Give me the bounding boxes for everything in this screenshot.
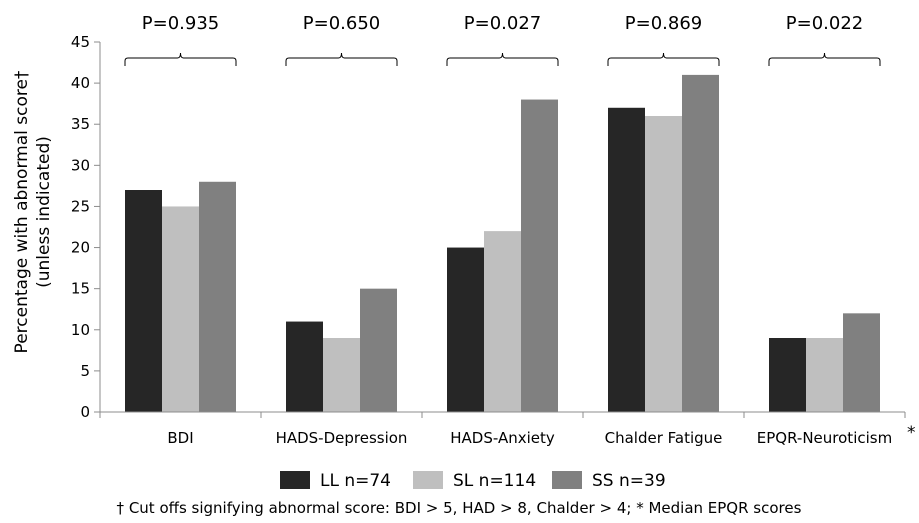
bar xyxy=(769,338,806,412)
y-tick-label: 25 xyxy=(71,197,90,215)
bar xyxy=(360,288,397,412)
p-value-bracket xyxy=(607,52,720,66)
y-tick-label: 15 xyxy=(71,280,90,298)
bar xyxy=(484,231,521,412)
legend-swatch xyxy=(413,471,443,489)
p-value-label: P=0.022 xyxy=(786,13,863,34)
bar xyxy=(286,321,323,412)
bar xyxy=(608,107,645,413)
y-tick-label: 35 xyxy=(71,115,90,133)
bar xyxy=(447,247,484,412)
legend-swatch xyxy=(552,471,582,489)
p-value-label: P=0.650 xyxy=(303,13,380,34)
y-tick-label: 0 xyxy=(80,403,90,421)
x-category-label: Chalder Fatigue xyxy=(605,429,723,447)
bar xyxy=(645,116,682,412)
y-axis-ticks: 0 5 10 15 20 25 30 35 40 45 xyxy=(71,33,906,421)
bar xyxy=(521,99,558,413)
p-value-label: P=0.869 xyxy=(625,13,702,34)
p-value-bracket xyxy=(446,52,559,66)
legend-label: SS n=39 xyxy=(592,471,666,491)
bar xyxy=(843,313,880,412)
x-category-label: HADS-Anxiety xyxy=(450,429,555,447)
x-category-label: HADS-Depression xyxy=(276,429,408,447)
bar xyxy=(162,206,199,412)
bar xyxy=(806,338,843,412)
p-value-brackets: P=0.935 P=0.650 P=0.027 P=0.869 P=0.022 xyxy=(124,13,881,66)
x-category-label: BDI xyxy=(167,429,193,447)
footnote: † Cut offs signifying abnormal score: BD… xyxy=(117,499,802,517)
y-tick-label: 30 xyxy=(71,156,90,174)
bars xyxy=(125,74,880,413)
legend-label: LL n=74 xyxy=(320,471,391,491)
y-tick-label: 10 xyxy=(71,321,90,339)
p-value-bracket xyxy=(285,52,398,66)
legend: LL n=74 SL n=114 SS n=39 xyxy=(280,471,666,491)
category-labels: BDI HADS-Depression HADS-Anxiety Chalder Fa… xyxy=(167,429,892,447)
y-tick-label: 45 xyxy=(71,33,90,51)
x-category-label: EPQR-Neuroticism xyxy=(757,429,892,447)
asterisk-note: * xyxy=(907,423,916,443)
p-value-label: P=0.027 xyxy=(464,13,541,34)
p-value-bracket xyxy=(768,52,881,66)
y-axis-label: Percentage with abnormal score† (unless … xyxy=(12,70,54,353)
y-axis-label-line2: (unless indicated) xyxy=(34,136,54,288)
y-tick-label: 20 xyxy=(71,239,90,257)
y-tick-label: 5 xyxy=(80,362,90,380)
y-tick-label: 40 xyxy=(71,74,90,92)
legend-swatch xyxy=(280,471,310,489)
legend-label: SL n=114 xyxy=(453,471,536,491)
bar xyxy=(682,74,719,412)
bar xyxy=(199,181,236,412)
bar xyxy=(125,190,162,412)
y-axis-label-line1: Percentage with abnormal score† xyxy=(12,70,32,353)
p-value-label: P=0.935 xyxy=(142,13,219,34)
bar xyxy=(323,338,360,412)
p-value-bracket xyxy=(124,52,237,66)
